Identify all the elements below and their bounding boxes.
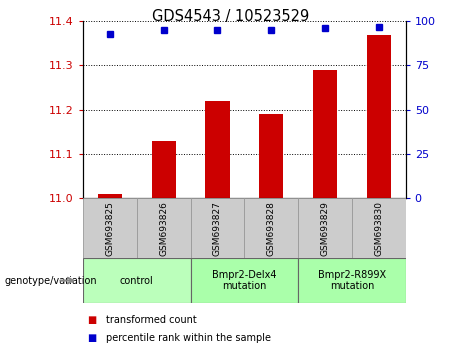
Bar — [83, 198, 137, 258]
Bar — [83, 258, 190, 303]
Bar — [313, 70, 337, 198]
Bar — [259, 114, 284, 198]
Bar — [137, 198, 190, 258]
Text: GSM693830: GSM693830 — [374, 201, 383, 256]
Text: GSM693828: GSM693828 — [267, 201, 276, 256]
Bar — [190, 258, 298, 303]
Bar — [205, 101, 230, 198]
Bar — [366, 35, 391, 198]
Text: GSM693825: GSM693825 — [106, 201, 114, 256]
Bar — [244, 198, 298, 258]
Text: GSM693829: GSM693829 — [320, 201, 330, 256]
Bar — [352, 198, 406, 258]
Bar — [152, 141, 176, 198]
Text: genotype/variation: genotype/variation — [5, 275, 97, 286]
Text: Bmpr2-Delx4
mutation: Bmpr2-Delx4 mutation — [212, 270, 277, 291]
Text: Bmpr2-R899X
mutation: Bmpr2-R899X mutation — [318, 270, 386, 291]
Text: GDS4543 / 10523529: GDS4543 / 10523529 — [152, 9, 309, 24]
Text: ■: ■ — [88, 315, 97, 325]
Bar — [98, 194, 122, 198]
Bar — [190, 198, 244, 258]
Text: GSM693827: GSM693827 — [213, 201, 222, 256]
Bar — [298, 258, 406, 303]
Text: GSM693826: GSM693826 — [159, 201, 168, 256]
Text: control: control — [120, 275, 154, 286]
Bar — [298, 198, 352, 258]
Text: percentile rank within the sample: percentile rank within the sample — [106, 333, 271, 343]
Text: ■: ■ — [88, 333, 97, 343]
Text: transformed count: transformed count — [106, 315, 197, 325]
